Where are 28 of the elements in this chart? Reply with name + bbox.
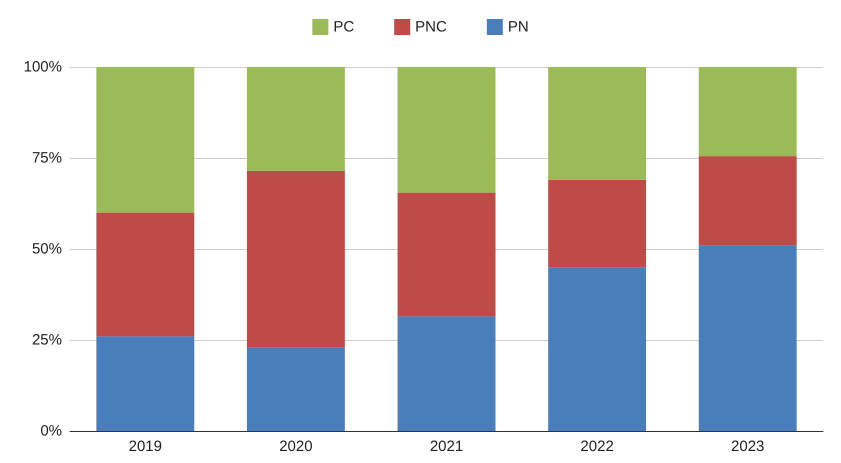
bar — [548, 67, 646, 180]
y-tick-label: 50% — [32, 240, 62, 258]
bar — [698, 67, 797, 156]
y-tick-label: 100% — [24, 58, 62, 76]
legend-label: PC — [333, 18, 354, 36]
y-tick-label: 0% — [40, 422, 62, 440]
bar — [398, 316, 496, 431]
y-tick-label: 75% — [32, 150, 62, 166]
x-tick-label: 2021 — [430, 438, 464, 455]
bar — [548, 180, 646, 268]
legend-label: PN — [508, 18, 529, 36]
bar — [698, 245, 797, 431]
y-tick-label: 25% — [32, 332, 62, 348]
x-tick-label: 2023 — [731, 438, 764, 455]
x-tick-label: 2019 — [128, 438, 162, 455]
x-tick-label: 2022 — [580, 438, 614, 455]
bar — [96, 212, 194, 336]
legend-label: PNC — [415, 18, 447, 36]
bar — [698, 156, 797, 246]
x-tick-label: 2020 — [279, 438, 313, 455]
bar — [246, 347, 345, 431]
bar — [398, 67, 496, 193]
bar — [398, 192, 496, 316]
bar — [246, 67, 345, 171]
bar — [548, 267, 646, 431]
bar — [96, 336, 194, 431]
bar — [96, 67, 194, 213]
bar — [246, 170, 345, 348]
